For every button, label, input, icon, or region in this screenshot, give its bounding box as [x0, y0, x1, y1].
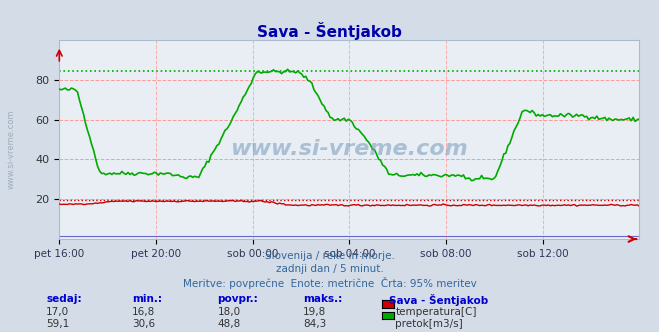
Text: 84,3: 84,3 [303, 319, 326, 329]
Text: 17,0: 17,0 [46, 307, 69, 317]
Text: povpr.:: povpr.: [217, 294, 258, 304]
Text: Slovenija / reke in morje.: Slovenija / reke in morje. [264, 251, 395, 261]
Text: maks.:: maks.: [303, 294, 343, 304]
Text: sedaj:: sedaj: [46, 294, 82, 304]
Text: 59,1: 59,1 [46, 319, 69, 329]
Text: 48,8: 48,8 [217, 319, 241, 329]
Text: zadnji dan / 5 minut.: zadnji dan / 5 minut. [275, 264, 384, 274]
Text: temperatura[C]: temperatura[C] [395, 307, 477, 317]
Text: Meritve: povprečne  Enote: metrične  Črta: 95% meritev: Meritve: povprečne Enote: metrične Črta:… [183, 277, 476, 289]
Text: 18,0: 18,0 [217, 307, 241, 317]
Text: Sava - Šentjakob: Sava - Šentjakob [389, 294, 488, 306]
Text: min.:: min.: [132, 294, 162, 304]
Text: 16,8: 16,8 [132, 307, 155, 317]
Text: pretok[m3/s]: pretok[m3/s] [395, 319, 463, 329]
Text: Sava - Šentjakob: Sava - Šentjakob [257, 22, 402, 40]
Text: 30,6: 30,6 [132, 319, 155, 329]
Text: 19,8: 19,8 [303, 307, 326, 317]
Text: www.si-vreme.com: www.si-vreme.com [7, 110, 16, 189]
Text: www.si-vreme.com: www.si-vreme.com [231, 139, 468, 159]
